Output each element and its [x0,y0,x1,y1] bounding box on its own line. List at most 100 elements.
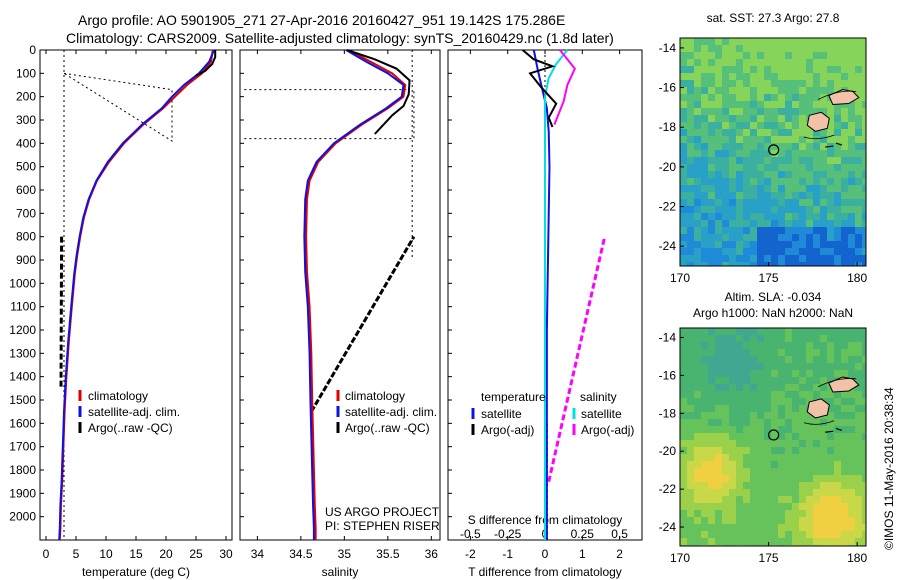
sst-map-pixel [764,73,771,80]
sla-map-pixel [722,454,729,461]
sst-map-pixel [841,101,848,108]
sla-map-pixel [687,496,694,503]
sla-map-pixel [848,342,855,349]
sst-map-pixel [743,87,750,94]
sla-map-pixel [757,384,764,391]
sst-map-pixel [680,45,687,52]
sst-map-pixel [799,213,806,220]
sla-map-pixel [701,356,708,363]
sla-map-pixel [827,433,834,440]
sst-map-pixel [701,143,708,150]
sla-map-pixel [806,482,813,489]
sst-map-pixel [799,52,806,59]
sla-map-pixel [841,440,848,447]
sla-map-pixel [708,384,715,391]
sst-map-pixel [827,171,834,178]
sla-map-pixel [785,447,792,454]
difference-legend-label: satellite [481,407,522,421]
sst-map-pixel [778,255,785,262]
sla-map-pixel [841,412,848,419]
sst-map-pixel [687,220,694,227]
sla-map-pixel [722,384,729,391]
sla-map-pixel [827,517,834,524]
sst-map-pixel [771,108,778,115]
sst-map-pixel [687,80,694,87]
sst-map-pixel [736,199,743,206]
sst-map-pixel [771,248,778,255]
sla-map-pixel [827,461,834,468]
sst-map-pixel [687,38,694,45]
sla-map-pixel [687,356,694,363]
sst-map-pixel [743,101,750,108]
sst-map-pixel [715,185,722,192]
sla-map-pixel [792,517,799,524]
sla-map-pixel [701,510,708,517]
sla-map-pixel [687,335,694,342]
sst-map-pixel [694,66,701,73]
salinity-xlabel: salinity [322,565,359,579]
difference-legend-label: Argo(-adj) [581,423,634,437]
sla-map-pixel [764,538,771,545]
sla-map-pixel [848,391,855,398]
sst-lat-tick-label: -16 [659,81,677,95]
sst-map-pixel [750,143,757,150]
sst-map-pixel [820,73,827,80]
sst-map-pixel [680,66,687,73]
sst-map-pixel [715,199,722,206]
sst-map-pixel [813,220,820,227]
sla-map-pixel [757,524,764,531]
sla-map-pixel [722,510,729,517]
sla-lat-tick-label: -24 [659,520,677,534]
sla-map-pixel [729,342,736,349]
sla-map-pixel [708,440,715,447]
sla-map-pixel [708,531,715,538]
sla-map-pixel [680,440,687,447]
sst-map-pixel [722,157,729,164]
sst-map-pixel [708,150,715,157]
sla-map-pixel [813,391,820,398]
sla-map-pixel [701,496,708,503]
sla-map-pixel [827,405,834,412]
sla-map-pixel [743,510,750,517]
sst-map-pixel [687,206,694,213]
difference-T-xtick-label: -2 [465,547,476,561]
sst-map-pixel [834,227,841,234]
sst-map-pixel [785,52,792,59]
sst-map-pixel [715,206,722,213]
sst-map-pixel [841,73,848,80]
sst-map-pixel [799,248,806,255]
sla-map-pixel [799,384,806,391]
sst-map-pixel [764,108,771,115]
sla-map-pixel [708,489,715,496]
sst-map-pixel [799,66,806,73]
sst-map-pixel [771,164,778,171]
sla-map-pixel [687,482,694,489]
sla-map-pixel [729,391,736,398]
sst-map-pixel [806,45,813,52]
sst-map-pixel [806,255,813,262]
sst-map-pixel [855,80,862,87]
sla-map-pixel [757,370,764,377]
sla-map-pixel [813,475,820,482]
sst-map-pixel [750,227,757,234]
sla-map-pixel [799,447,806,454]
sst-lat-tick-label: -14 [659,41,677,55]
sla-map-pixel [848,468,855,475]
sla-map-pixel [680,496,687,503]
sst-map-pixel [743,227,750,234]
sla-map-pixel [778,426,785,433]
sst-map-pixel [834,255,841,262]
sla-map-pixel [785,419,792,426]
sst-map-pixel [848,115,855,122]
sla-map-pixel [820,335,827,342]
sla-map-pixel [820,538,827,545]
sla-map-pixel [799,531,806,538]
sla-map-pixel [680,517,687,524]
sla-map-pixel [708,405,715,412]
sst-map-pixel [694,59,701,66]
sst-map-pixel [708,122,715,129]
sla-map-pixel [799,475,806,482]
sst-map-pixel [813,234,820,241]
sst-map-pixel [827,38,834,45]
sst-map-pixel [785,185,792,192]
